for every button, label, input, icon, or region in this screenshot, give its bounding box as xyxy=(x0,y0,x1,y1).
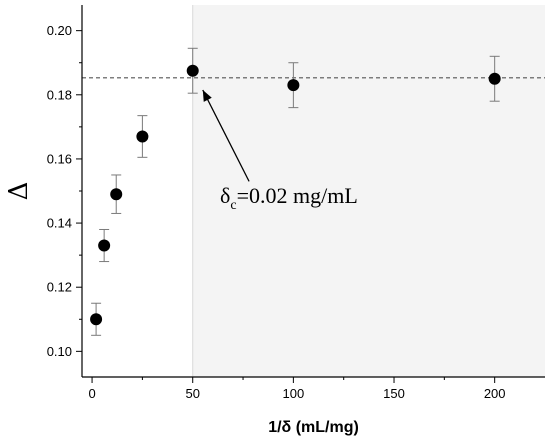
y-tick-label: 0.16 xyxy=(47,151,72,166)
x-tick-label: 50 xyxy=(185,386,199,401)
y-tick-label: 0.12 xyxy=(47,280,72,295)
x-tick-label: 200 xyxy=(484,386,506,401)
x-axis-title: 1/δ (mL/mg) xyxy=(268,419,359,436)
data-point xyxy=(90,313,103,326)
data-point xyxy=(186,64,199,77)
y-axis-title: Δ xyxy=(4,182,34,201)
annotation-arrow-shaft xyxy=(202,89,250,182)
data-point xyxy=(287,79,300,92)
annotation-label-delta: δ xyxy=(220,183,230,208)
y-tick-label: 0.18 xyxy=(47,87,72,102)
x-tick-label: 0 xyxy=(88,386,95,401)
y-tick-label: 0.10 xyxy=(47,344,72,359)
shaded-region xyxy=(192,5,545,377)
x-tick-label: 150 xyxy=(383,386,405,401)
x-tick-label: 100 xyxy=(283,386,305,401)
axes-layer: 0 50 100 150 200 0.10 0.12 0.14 0.16 0.18 0.20 xyxy=(47,5,545,401)
annotation-label: δc=0.02 mg/mL xyxy=(220,183,358,213)
shaded-region-layer xyxy=(192,5,545,377)
y-tick-label: 0.14 xyxy=(47,216,72,231)
data-point xyxy=(488,72,501,85)
annotation-arrowhead xyxy=(202,89,212,102)
data-point xyxy=(110,188,123,201)
data-point-layer xyxy=(90,64,501,326)
data-point xyxy=(98,239,111,252)
data-point xyxy=(136,130,149,143)
annotation-label-value: =0.02 mg/mL xyxy=(237,183,358,208)
y-tick-label: 0.20 xyxy=(47,23,72,38)
annotation-layer: δc=0.02 mg/mL xyxy=(202,89,358,213)
annotation-label-subscript: c xyxy=(230,198,236,213)
